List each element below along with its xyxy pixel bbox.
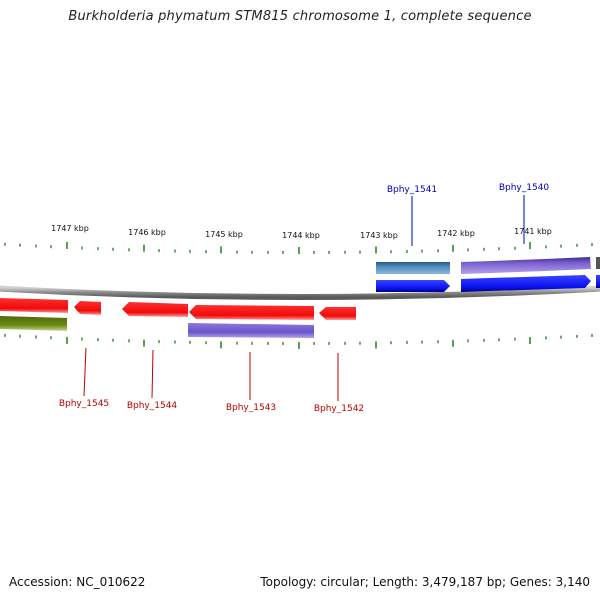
scale-ticks-outer	[4, 241, 593, 254]
gene-label-bphy-1540[interactable]: Bphy_1540	[499, 183, 550, 193]
genome-summary-text: Topology: circular; Length: 3,479,187 bp…	[260, 575, 590, 589]
gene-label-bphy-1541[interactable]: Bphy_1541	[387, 185, 437, 195]
scale-label-1745: 1745 kbp	[205, 230, 243, 239]
scale-label-1741: 1741 kbp	[514, 227, 552, 236]
forward-gene-arrow[interactable]	[596, 275, 600, 288]
reverse-gene-labels: Bphy_1545 Bphy_1544 Bphy_1543 Bphy_1542	[59, 347, 364, 414]
forward-cds-feature[interactable]	[376, 262, 450, 274]
forward-cds-feature[interactable]	[596, 257, 600, 269]
reverse-cds-feature[interactable]	[0, 316, 67, 331]
reverse-gene-arrow[interactable]	[122, 302, 188, 317]
reverse-strand-track	[0, 298, 356, 338]
leader-line-bphy-1544	[151, 349, 154, 399]
reverse-gene-arrow[interactable]	[74, 301, 101, 315]
map-title: Burkholderia phymatum STM815 chromosome …	[68, 9, 532, 24]
scale-labels: 1747 kbp 1746 kbp 1745 kbp 1744 kbp 1743…	[51, 224, 552, 240]
forward-gene-arrow[interactable]	[376, 280, 450, 292]
scale-label-1742: 1742 kbp	[437, 229, 475, 238]
gene-label-bphy-1544[interactable]: Bphy_1544	[127, 401, 178, 411]
reverse-gene-arrow[interactable]	[319, 307, 356, 320]
forward-gene-labels: Bphy_1541 Bphy_1540	[387, 183, 550, 246]
scale-label-1743: 1743 kbp	[360, 231, 398, 240]
gene-label-bphy-1542[interactable]: Bphy_1542	[314, 404, 364, 414]
accession-text: Accession: NC_010622	[9, 575, 146, 589]
scale-ticks-inner	[4, 333, 593, 349]
reverse-gene-arrow[interactable]	[0, 298, 68, 313]
gene-label-bphy-1543[interactable]: Bphy_1543	[226, 403, 276, 413]
chromosome-backbone	[0, 285, 600, 300]
scale-label-1746: 1746 kbp	[128, 228, 166, 237]
forward-cds-feature[interactable]	[461, 257, 591, 274]
forward-strand-track	[376, 257, 600, 292]
leader-line-bphy-1545	[83, 347, 87, 397]
scale-label-1747: 1747 kbp	[51, 224, 89, 233]
forward-gene-arrow[interactable]	[461, 275, 591, 292]
reverse-gene-arrow[interactable]	[189, 305, 314, 320]
gene-label-bphy-1545[interactable]: Bphy_1545	[59, 399, 109, 409]
scale-label-1744: 1744 kbp	[282, 231, 320, 240]
reverse-cds-feature[interactable]	[188, 323, 314, 338]
